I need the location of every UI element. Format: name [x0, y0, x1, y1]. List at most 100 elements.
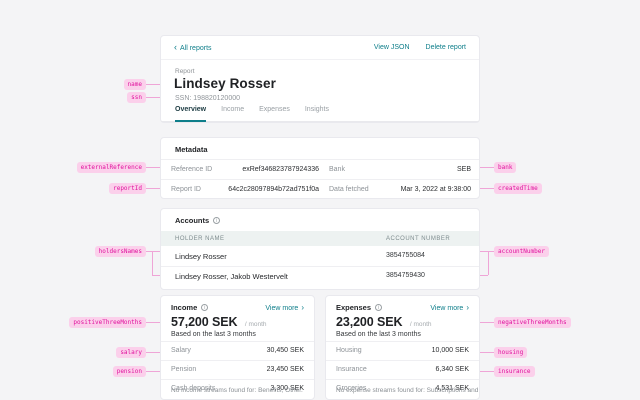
divider: [161, 360, 314, 361]
annotation-line: [146, 251, 160, 252]
tab-income[interactable]: Income: [221, 106, 245, 113]
divider: [161, 379, 314, 380]
income-card: Income i View more › 57,200 SEK / month Ba…: [160, 295, 315, 400]
info-icon[interactable]: i: [375, 304, 383, 311]
field-data-fetched: Data fetched Mar 3, 2022 at 9:38:00: [329, 179, 471, 199]
annotation-external-reference: externalReference: [76, 162, 146, 173]
breakdown-label: Pension: [171, 366, 197, 373]
delete-report-link[interactable]: Delete report: [425, 44, 466, 51]
holder-name: Lindsey Rosser: [175, 252, 227, 261]
field-value: SEB: [456, 165, 471, 173]
annotation-line: [480, 275, 488, 276]
annotation-line: [480, 167, 494, 168]
expenses-per-month: / month: [409, 321, 432, 328]
metadata-title: Metadata: [175, 145, 208, 154]
breakdown-row: Housing 10,000 SEK: [336, 341, 469, 360]
field-label: Data fetched: [329, 185, 369, 193]
view-more-label: View more: [430, 305, 464, 312]
annotation-line: [152, 275, 160, 276]
expenses-card: Expenses i View more › 23,200 SEK / month …: [325, 295, 480, 400]
annotation-holders-names: holdersNames: [94, 246, 146, 257]
metadata-row: Report ID 64c2c28097894b72ad751f0a Data …: [161, 179, 479, 199]
income-card-header: Income i View more ›: [171, 303, 304, 312]
annotation-pension: pension: [112, 366, 146, 377]
field-bank: Bank SEB: [329, 159, 471, 179]
annotation-line: [480, 352, 494, 353]
accounts-title-text: Accounts: [175, 216, 210, 225]
chevron-right-icon: ›: [466, 303, 469, 312]
annotation-line: [480, 322, 494, 323]
annotation-ssn: ssn: [127, 92, 146, 103]
accounts-title: Accounts i: [175, 216, 221, 225]
annotation-line: [146, 167, 160, 168]
annotation-line: [146, 322, 160, 323]
back-to-all-reports-link[interactable]: ‹ All reports: [174, 41, 212, 52]
field-value: Mar 3, 2022 at 9:38:00: [400, 185, 471, 193]
breakdown-value: 4,531 SEK: [435, 385, 469, 392]
divider: [161, 159, 479, 160]
annotation-line: [480, 251, 494, 252]
view-json-link[interactable]: View JSON: [373, 44, 410, 51]
expenses-basis: Based on the last 3 months: [336, 331, 421, 338]
breakdown-label: Cash deposits: [171, 385, 216, 392]
info-icon[interactable]: i: [213, 217, 221, 224]
report-tabs: Overview Income Expenses Insights: [161, 100, 479, 122]
expenses-title: Expenses i: [336, 303, 383, 312]
field-label: Bank: [329, 165, 345, 173]
income-per-month: / month: [244, 321, 267, 328]
divider: [326, 360, 479, 361]
tab-expenses[interactable]: Expenses: [259, 106, 290, 113]
field-report-id: Report ID 64c2c28097894b72ad751f0a: [171, 179, 319, 199]
expenses-card-header: Expenses i View more ›: [336, 303, 469, 312]
page-title: Lindsey Rosser: [174, 76, 276, 91]
expenses-view-more-link[interactable]: View more ›: [430, 303, 469, 312]
divider: [161, 341, 314, 342]
breakdown-value: 23,450 SEK: [266, 366, 304, 373]
divider: [326, 341, 479, 342]
breakdown-row: Cash deposits 3,300 SEK: [171, 379, 304, 398]
annotation-name: name: [123, 79, 146, 90]
account-number: 3854755084: [386, 252, 425, 259]
column-account-number: ACCOUNT NUMBER: [386, 235, 451, 242]
breakdown-label: Insurance: [336, 366, 367, 373]
income-view-more-link[interactable]: View more ›: [265, 303, 304, 312]
breakdown-value: 30,450 SEK: [266, 347, 304, 354]
income-basis: Based on the last 3 months: [171, 331, 256, 338]
breakdown-row: Insurance 6,340 SEK: [336, 360, 469, 379]
annotation-housing: housing: [494, 347, 528, 358]
annotation-bank: bank: [494, 162, 517, 173]
field-value: 64c2c28097894b72ad751f0a: [228, 185, 319, 193]
income-title-text: Income: [171, 303, 198, 312]
table-row[interactable]: Lindsey Rosser 3854755084: [161, 246, 479, 266]
chevron-left-icon: ‹: [174, 41, 177, 52]
annotation-created-time: createdTime: [494, 183, 542, 194]
annotation-report-id: reportId: [109, 183, 146, 194]
tab-insights[interactable]: Insights: [304, 106, 329, 113]
annotation-line: [146, 188, 160, 189]
holder-name: Lindsey Rosser, Jakob Westervelt: [175, 272, 288, 281]
expenses-title-text: Expenses: [336, 303, 372, 312]
annotation-line: [146, 371, 160, 372]
info-icon[interactable]: i: [201, 304, 209, 311]
table-row[interactable]: Lindsey Rosser, Jakob Westervelt 3854759…: [161, 266, 479, 286]
annotation-line: [480, 188, 494, 189]
annotation-positive-three-months: positiveThreeMonths: [69, 317, 146, 328]
expenses-note: No expense streams found for: Subscripti…: [336, 387, 480, 394]
account-number: 3854759430: [386, 272, 425, 279]
annotation-line: [152, 251, 153, 275]
tab-overview[interactable]: Overview: [175, 100, 207, 122]
chevron-right-icon: ›: [301, 303, 304, 312]
divider: [326, 379, 479, 380]
annotation-line: [146, 352, 160, 353]
breakdown-row: Pension 23,450 SEK: [171, 360, 304, 379]
ssn-text: SSN: 198820120000: [175, 95, 240, 102]
income-title: Income i: [171, 303, 209, 312]
breakdown-value: 10,000 SEK: [431, 347, 469, 354]
breakdown-value: 3,300 SEK: [270, 385, 304, 392]
field-label: Report ID: [171, 185, 201, 193]
accounts-card: Accounts i HOLDER NAME ACCOUNT NUMBER Lin…: [160, 208, 480, 290]
annotation-line: [488, 251, 489, 275]
accounts-table-header: HOLDER NAME ACCOUNT NUMBER: [161, 231, 479, 246]
annotation-line: [146, 97, 160, 98]
breakdown-label: Groceries: [336, 385, 367, 392]
